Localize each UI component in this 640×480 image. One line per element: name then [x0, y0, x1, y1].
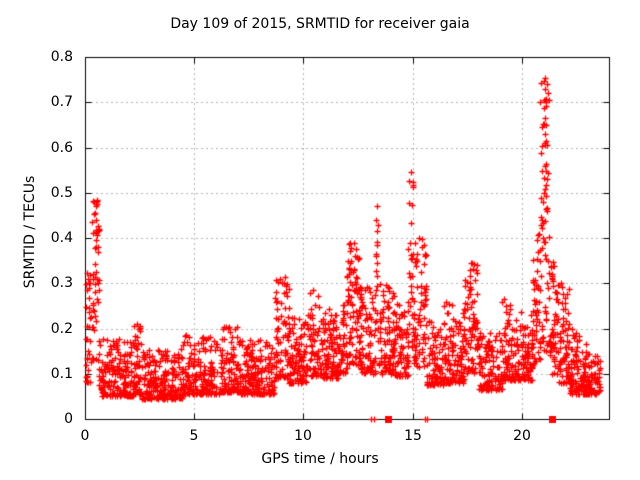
y-tick-label: 0 — [64, 411, 73, 427]
y-tick-label: 0.2 — [50, 321, 73, 337]
y-tick-label: 0.6 — [50, 140, 73, 156]
y-tick-label: 0.8 — [50, 49, 73, 65]
x-tick-label: 15 — [404, 428, 422, 444]
x-tick-label: 5 — [189, 428, 199, 444]
x-tick-label: 20 — [513, 428, 531, 444]
y-tick-label: 0.7 — [50, 94, 73, 110]
x-axis-label: GPS time / hours — [261, 451, 379, 467]
y-tick-label: 0.4 — [50, 230, 73, 246]
y-tick-label: 0.5 — [50, 185, 73, 201]
y-tick-label: 0.1 — [50, 366, 73, 382]
x-tick-label: 10 — [294, 428, 312, 444]
x-tick-label: 0 — [80, 428, 90, 444]
y-tick-label: 0.3 — [50, 275, 73, 291]
